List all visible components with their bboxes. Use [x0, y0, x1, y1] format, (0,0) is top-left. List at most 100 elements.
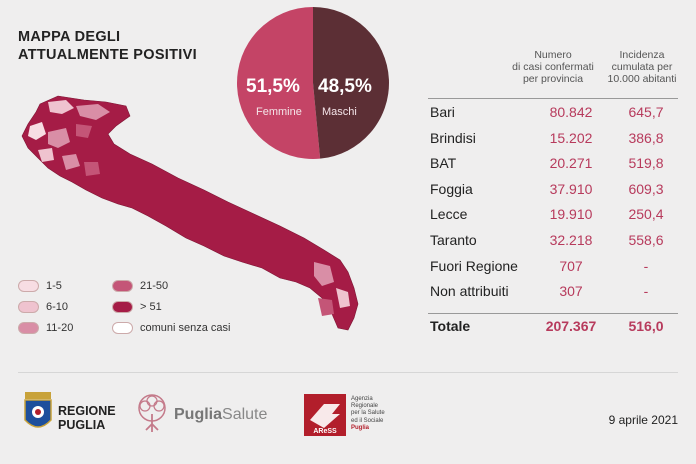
legend-label: 1-5	[46, 280, 62, 292]
legend-label: 11-20	[46, 322, 74, 334]
legend-label: 6-10	[46, 301, 69, 313]
aress-region: Puglia	[351, 424, 370, 431]
gender-pie-chart	[237, 7, 390, 159]
regione-line-2: PUGLIA	[58, 418, 106, 432]
legend-item-6-10: 6-10	[18, 301, 68, 313]
legend-item-51: > 51	[112, 301, 162, 313]
title-line-1: MAPPA DEGLI	[18, 29, 121, 45]
region-shape	[21, 95, 359, 331]
pugliasalute-bold: Puglia	[174, 406, 223, 423]
legend-swatch	[18, 322, 39, 334]
table-row: Non attribuiti 307 -	[428, 283, 678, 309]
cases-value: 32.218	[549, 232, 593, 248]
total-cases: 207.367	[545, 318, 597, 334]
aress-line-4: ed il Sociale	[351, 417, 384, 424]
cases-value: 20.271	[549, 155, 593, 172]
pie-pct-femmine: 51,5%	[246, 76, 300, 97]
legend-swatch	[112, 322, 133, 334]
aress-line-3: per la Salute	[351, 410, 385, 417]
incidence-value: -	[643, 257, 649, 274]
publication-date: 9 aprile 2021	[608, 413, 678, 427]
legend-item-11-20: 11-20	[18, 322, 73, 334]
pugliasalute-tree-icon	[138, 394, 166, 432]
legend-item-no-cases: comuni senza casi	[112, 322, 231, 334]
cases-value: 19.910	[549, 206, 593, 223]
map-light-area-8	[84, 162, 100, 176]
legend-label: 21-50	[140, 280, 169, 292]
incidence-value: 609,3	[628, 180, 664, 197]
cases-value: 707	[559, 257, 583, 274]
legend-label: > 51	[140, 301, 162, 313]
incidence-value: 386,8	[628, 129, 664, 146]
puglia-map	[21, 95, 359, 331]
legend-item-21-50: 21-50	[112, 280, 168, 292]
table-row: BAT 20.271 519,8	[428, 155, 678, 181]
province-name: BAT	[430, 155, 457, 172]
header-cases: Numero di casi confermati per provincia	[498, 49, 608, 85]
header-incidence-text: Incidenza cumulata per 10.000 abitanti	[607, 49, 677, 85]
table-row: Taranto 32.218 558,6	[428, 232, 678, 258]
total-label: Totale	[430, 318, 471, 334]
legend-swatch	[18, 301, 39, 313]
province-name: Brindisi	[430, 129, 476, 146]
incidence-value: 645,7	[628, 104, 664, 120]
aress-logo: AReSS	[304, 394, 346, 436]
header-cases-text: Numero di casi confermati per provincia	[512, 49, 594, 85]
map-light-area-4	[48, 128, 70, 148]
table-top-rule	[428, 98, 678, 99]
footer-divider	[18, 372, 678, 373]
legend-item-1-5: 1-5	[18, 280, 62, 292]
aress-line-1: Agenzia	[351, 396, 373, 402]
pugliasalute-light: Salute	[222, 406, 268, 423]
aress-logo-text: Agenzia Regionale per la Salute ed il So…	[351, 396, 423, 432]
province-name: Bari	[430, 104, 455, 120]
province-name: Foggia	[430, 180, 473, 197]
pie-slice-maschi	[313, 7, 390, 159]
table-row: Lecce 19.910 250,4	[428, 206, 678, 232]
total-incidence: 516,0	[628, 318, 664, 334]
legend-swatch	[112, 280, 133, 292]
incidence-value: 250,4	[628, 206, 664, 223]
pie-pct-maschi: 48,5%	[318, 76, 372, 97]
incidence-value: -	[643, 283, 649, 300]
aress-logo-label: AReSS	[313, 428, 337, 435]
incidence-value: 558,6	[628, 232, 664, 248]
map-light-area-10	[336, 288, 350, 308]
province-name: Non attribuiti	[430, 283, 509, 300]
map-light-area-1	[48, 100, 74, 114]
aress-line-2: Regionale	[351, 403, 379, 410]
regione-line-1: REGIONE	[58, 404, 116, 418]
legend-swatch	[18, 280, 39, 292]
table-row-total: Totale 207.367 516,0	[428, 318, 678, 344]
map-light-area-9	[314, 262, 334, 286]
header-incidence: Incidenza cumulata per 10.000 abitanti	[600, 49, 684, 85]
legend-label: comuni senza casi	[140, 322, 231, 334]
table-row: Brindisi 15.202 386,8	[428, 130, 678, 156]
pie-label-maschi: Maschi	[322, 106, 357, 118]
legend-swatch	[112, 301, 133, 313]
regione-puglia-logo-text: REGIONE PUGLIA	[58, 404, 116, 432]
incidence-value: 519,8	[628, 155, 664, 172]
table-row: Bari 80.842 645,7	[428, 104, 678, 130]
table-row: Fuori Regione 707 -	[428, 258, 678, 284]
province-name: Fuori Regione	[430, 257, 518, 274]
cases-value: 80.842	[549, 104, 593, 120]
province-name: Lecce	[430, 206, 468, 223]
aress-logo-mark: AReSS	[310, 404, 340, 435]
table-total-rule	[428, 313, 678, 314]
map-light-area-2	[76, 104, 110, 120]
map-light-area-3	[28, 122, 46, 140]
regione-puglia-emblem-icon	[24, 392, 52, 428]
cases-value: 307	[559, 283, 583, 300]
province-name: Taranto	[430, 232, 477, 248]
page-title: MAPPA DEGLI ATTUALMENTE POSITIVI	[18, 28, 197, 64]
title-line-2: ATTUALMENTE POSITIVI	[18, 47, 197, 63]
pie-slice-femmine	[237, 7, 321, 159]
cases-value: 15.202	[549, 129, 593, 146]
map-light-area-6	[38, 148, 54, 162]
map-light-area-11	[318, 298, 334, 316]
pugliasalute-logo-text: PugliaSalute	[174, 406, 267, 424]
pie-label-femmine: Femmine	[256, 106, 302, 118]
table-row: Foggia 37.910 609,3	[428, 181, 678, 207]
cases-value: 37.910	[549, 180, 593, 197]
